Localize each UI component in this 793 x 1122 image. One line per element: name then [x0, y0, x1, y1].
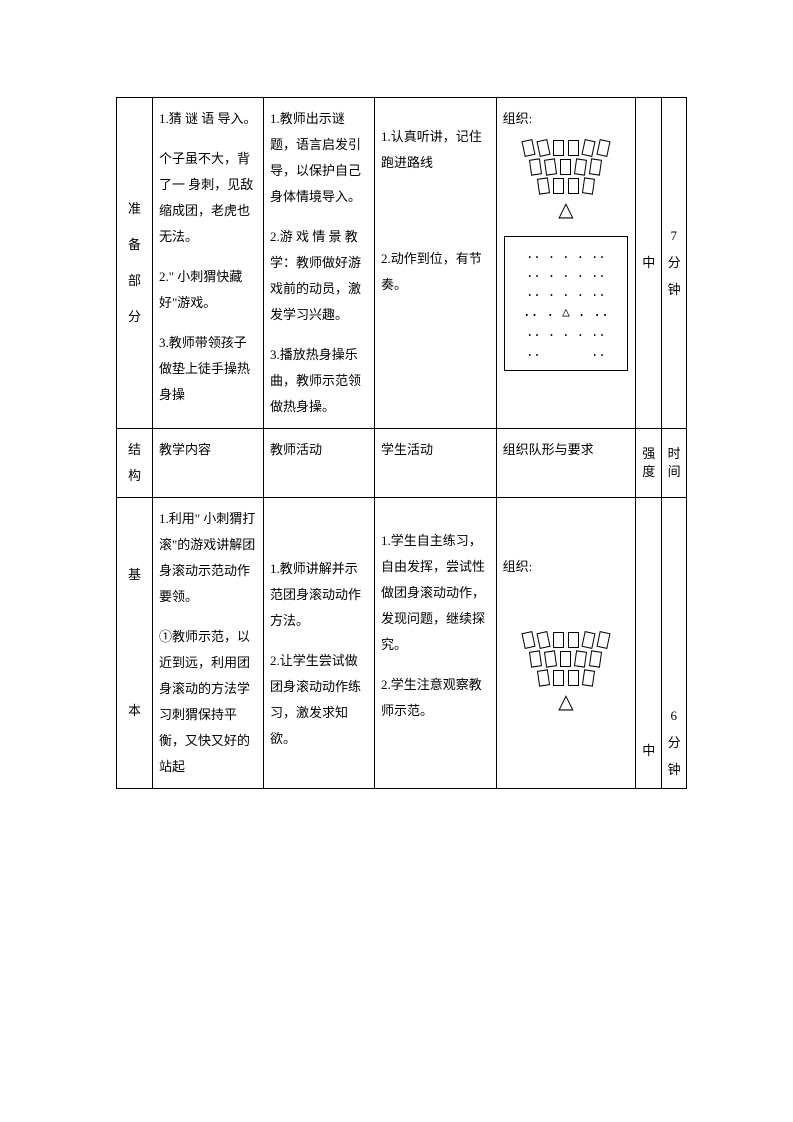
header-student: 学生活动	[375, 429, 497, 498]
content-item: 个子虽不大，背了一 身刺，见敌缩成团，老虎也无法。	[159, 146, 257, 250]
header-char: 间	[668, 463, 680, 481]
prep-content: 1.猜 谜 语 导入。 个子虽不大，背了一 身刺，见敌缩成团，老虎也无法。 2.…	[152, 98, 263, 429]
header-org: 组织队形与要求	[496, 429, 636, 498]
student-item: 2.学生注意观察教师示范。	[381, 672, 490, 724]
prep-org: 组织: △ .. . . . .. .. . . . .. .. . . . .…	[496, 98, 636, 429]
basic-teacher: 1.教师讲解并示范团身滚动动作方法。 2.让学生尝试做团身滚动动作练习，激发求知…	[263, 498, 374, 789]
basic-intensity: 中	[636, 498, 661, 789]
basic-structure: 基 本	[117, 498, 153, 789]
basic-org: 组织: △	[496, 498, 636, 789]
time-char: 6	[668, 703, 680, 729]
lesson-plan-table: 准 备 部 分 1.猜 谜 语 导入。 个子虽不大，背了一 身刺，见敌缩成团，老…	[116, 97, 687, 789]
structure-char: 本	[123, 698, 146, 724]
org-label: 组织:	[503, 106, 630, 132]
header-char: 度	[642, 463, 654, 481]
org-label: 组织:	[503, 554, 630, 580]
grid-formation-icon: .. . . . .. .. . . . .. .. . . . .. .. .…	[504, 236, 628, 371]
header-char: 时	[668, 445, 680, 463]
header-row: 结构 教学内容 教师活动 学生活动 组织队形与要求 强 度 时 间	[117, 429, 687, 498]
structure-char: 备	[123, 232, 146, 258]
structure-char: 分	[123, 304, 146, 330]
triangle-icon: △	[503, 692, 630, 712]
time-char: 分	[668, 730, 680, 756]
header-intensity: 强 度	[636, 429, 661, 498]
content-item: 3.教师带领孩子做垫上徒手操热身操	[159, 330, 257, 408]
intensity-value: 中	[642, 250, 654, 276]
prep-time: 7 分 钟	[661, 98, 686, 429]
prep-student: 1.认真听讲，记住跑进路线 2.动作到位，有节奏。	[375, 98, 497, 429]
basic-student: 1.学生自主练习，自由发挥，尝试性做团身滚动动作，发现问题，继续探究。 2.学生…	[375, 498, 497, 789]
time-char: 钟	[668, 277, 680, 303]
student-item: 2.动作到位，有节奏。	[381, 246, 490, 298]
structure-char: 部	[123, 268, 146, 294]
header-content: 教学内容	[152, 429, 263, 498]
teacher-item: 2.游 戏 情 景 教学：教师做好游戏前的动员，激发学习兴趣。	[270, 224, 368, 328]
header-char: 强	[642, 445, 654, 463]
teacher-item: 2.让学生尝试做团身滚动动作练习，激发求知欲。	[270, 648, 368, 752]
teacher-item: 1.教师出示谜题，语言启发引导，以保护自己身体情境导入。	[270, 106, 368, 210]
fan-formation-icon: △	[503, 632, 630, 712]
triangle-icon: △	[503, 200, 630, 220]
student-item: 1.认真听讲，记住跑进路线	[381, 124, 490, 176]
time-char: 钟	[668, 757, 680, 783]
basic-row: 基 本 1.利用" 小刺猬打滚"的游戏讲解团身滚动示范动作要领。 ①教师示范，以…	[117, 498, 687, 789]
prep-intensity: 中	[636, 98, 661, 429]
content-item: ①教师示范，以近到远，利用团身滚动的方法学习刺猬保持平衡，又快又好的站起	[159, 624, 257, 780]
teacher-item: 1.教师讲解并示范团身滚动动作方法。	[270, 556, 368, 634]
header-teacher: 教师活动	[263, 429, 374, 498]
header-structure: 结构	[117, 429, 153, 498]
student-item: 1.学生自主练习，自由发挥，尝试性做团身滚动动作，发现问题，继续探究。	[381, 528, 490, 658]
content-item: 1.利用" 小刺猬打滚"的游戏讲解团身滚动示范动作要领。	[159, 506, 257, 610]
intensity-value: 中	[642, 738, 654, 764]
prep-teacher: 1.教师出示谜题，语言启发引导，以保护自己身体情境导入。 2.游 戏 情 景 教…	[263, 98, 374, 429]
prep-row: 准 备 部 分 1.猜 谜 语 导入。 个子虽不大，背了一 身刺，见敌缩成团，老…	[117, 98, 687, 429]
structure-char: 准	[123, 196, 146, 222]
basic-content: 1.利用" 小刺猬打滚"的游戏讲解团身滚动示范动作要领。 ①教师示范，以近到远，…	[152, 498, 263, 789]
structure-char: 基	[123, 562, 146, 588]
time-char: 7	[668, 223, 680, 249]
time-char: 分	[668, 250, 680, 276]
content-item: 2." 小刺猬快藏好"游戏。	[159, 264, 257, 316]
fan-formation-icon: △	[503, 140, 630, 220]
teacher-item: 3.播放热身操乐曲，教师示范领做热身操。	[270, 342, 368, 420]
prep-structure: 准 备 部 分	[117, 98, 153, 429]
content-item: 1.猜 谜 语 导入。	[159, 106, 257, 132]
basic-time: 6 分 钟	[661, 498, 686, 789]
header-time: 时 间	[661, 429, 686, 498]
